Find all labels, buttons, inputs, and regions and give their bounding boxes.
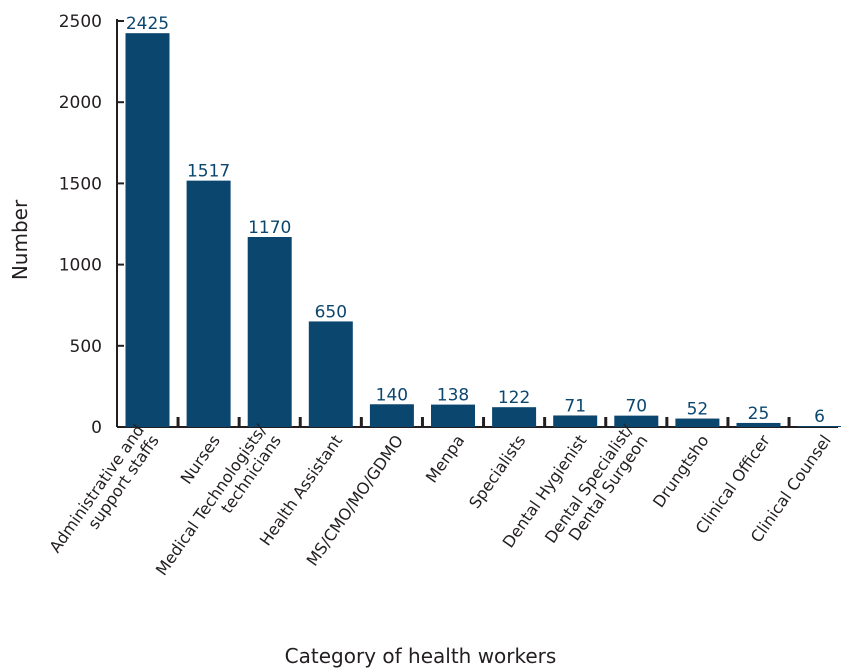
y-tick-label: 2000	[59, 93, 102, 113]
y-tick-label: 500	[70, 337, 102, 357]
y-tick-label: 1500	[59, 174, 102, 194]
data-label: 25	[748, 404, 770, 424]
bar	[431, 404, 475, 427]
bar	[247, 236, 292, 427]
bar	[308, 321, 353, 427]
bar	[369, 404, 414, 427]
y-tick-label: 0	[91, 418, 102, 438]
bar	[125, 33, 170, 428]
category-label-line: Drungtsho	[649, 431, 713, 511]
data-label: 138	[437, 386, 469, 406]
bar	[614, 415, 659, 427]
x-axis-title: Category of health workers	[284, 644, 557, 668]
data-label: 70	[625, 397, 647, 417]
category-label: Drungtsho	[649, 431, 713, 511]
data-label: 650	[315, 302, 347, 322]
y-tick-label: 1000	[59, 256, 102, 276]
data-label: 140	[376, 385, 408, 405]
data-label: 71	[564, 396, 586, 416]
category-label: Menpa	[422, 431, 468, 486]
category-label-line: Administrative and	[45, 421, 148, 556]
data-label: 1517	[187, 162, 230, 182]
category-label: Administrative andsupport staffs	[45, 421, 162, 566]
data-label: 1170	[248, 218, 291, 238]
category-label-line: Specialists	[465, 431, 529, 512]
bar	[675, 418, 720, 427]
bar	[186, 180, 231, 427]
bar	[736, 422, 781, 427]
bar	[492, 407, 537, 427]
bar	[553, 415, 598, 427]
data-label: 122	[498, 388, 530, 408]
category-label: Specialists	[465, 431, 529, 512]
data-label: 52	[687, 400, 709, 420]
category-label-line: Menpa	[422, 431, 468, 486]
bar	[797, 426, 841, 427]
y-tick-label: 2500	[59, 12, 102, 32]
data-label: 6	[814, 407, 825, 427]
data-label: 2425	[126, 14, 169, 34]
